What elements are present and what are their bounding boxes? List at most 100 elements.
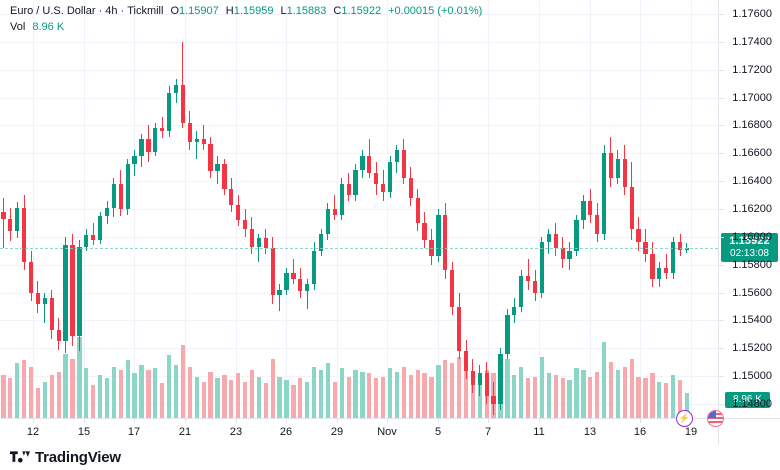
- time-axis-tickmark: [337, 419, 338, 423]
- volume-bar: [643, 378, 648, 418]
- time-axis-label: 13: [583, 426, 597, 438]
- flag-stripe: [708, 421, 723, 423]
- volume-bar: [263, 383, 268, 418]
- candle-body: [311, 250, 317, 285]
- candle-body: [173, 84, 179, 94]
- candle-body: [532, 281, 538, 293]
- candle-body: [581, 200, 586, 221]
- volume-bar: [470, 371, 476, 418]
- volume-bar: [270, 358, 275, 418]
- volume-bar: [581, 370, 586, 418]
- volume-bar: [677, 380, 683, 418]
- gridline-horizontal: [0, 404, 718, 406]
- time-axis-tickmark: [134, 419, 135, 423]
- candle-body: [512, 306, 517, 315]
- volume-bar: [546, 373, 551, 418]
- price-axis-tickmark: [719, 292, 724, 294]
- gridline-horizontal: [0, 320, 718, 322]
- bar-countdown: 02:13:08: [730, 247, 769, 259]
- time-axis-label: 23: [229, 426, 243, 438]
- volume-bar: [622, 366, 627, 418]
- price-axis-tick: 1.17600: [732, 7, 772, 20]
- volume-bar: [684, 393, 690, 418]
- candle-wick: [2, 197, 4, 248]
- volume-bar: [104, 378, 110, 418]
- candle-body: [194, 139, 199, 143]
- volume-bar: [394, 371, 400, 418]
- volume-bar: [180, 345, 186, 418]
- price-axis-tickmark: [719, 125, 724, 127]
- gridline-vertical: [84, 0, 85, 418]
- price-axis-tick: 1.16200: [732, 203, 772, 215]
- price-axis[interactable]: 1.15922 02:13:08 8.96 K 1.17600 1.17400 1.…: [718, 0, 780, 418]
- candle-body: [201, 139, 206, 144]
- volume-bar: [339, 368, 344, 418]
- volume-bar: [353, 370, 358, 418]
- volume-bar: [249, 370, 255, 418]
- volume-bar: [284, 380, 289, 418]
- us-flag-icon[interactable]: [707, 410, 724, 427]
- price-axis-tickmark: [719, 376, 724, 378]
- candle-body: [381, 183, 386, 193]
- gridline-vertical: [33, 0, 34, 418]
- candle-body: [595, 214, 600, 235]
- time-axis-label: 29: [330, 426, 344, 438]
- earnings-bolt-icon[interactable]: ⚡: [676, 410, 693, 427]
- candle-body: [77, 246, 82, 336]
- price-axis-tickmark: [719, 69, 724, 71]
- price-axis-tickmark: [719, 97, 724, 99]
- gridline-horizontal: [0, 153, 718, 155]
- candle-body: [222, 164, 227, 190]
- candle-body: [236, 204, 241, 221]
- tradingview-logo[interactable]: TradingView: [10, 449, 121, 466]
- candle-body: [463, 351, 469, 371]
- candle-body: [104, 207, 110, 216]
- gridline-horizontal: [0, 236, 718, 238]
- candle-body: [84, 235, 89, 247]
- time-axis-label: 16: [633, 426, 647, 438]
- candle-body: [15, 207, 20, 232]
- gridline-vertical: [640, 0, 641, 418]
- candle-body: [657, 267, 662, 279]
- volume-bar: [415, 370, 420, 418]
- gridline-vertical: [539, 0, 540, 418]
- price-axis-tick: 1.16600: [732, 147, 772, 160]
- chart-plot-area[interactable]: [0, 0, 718, 418]
- gridline-vertical: [691, 0, 692, 418]
- candle-wick: [279, 284, 281, 311]
- price-axis-tick: 1.17000: [732, 91, 772, 104]
- gridline-horizontal: [0, 41, 718, 43]
- flag-canton: [708, 411, 716, 418]
- candle-body: [539, 242, 545, 293]
- volume-bar: [588, 376, 593, 418]
- volume-bar: [519, 366, 524, 418]
- current-price-line: [0, 247, 718, 249]
- candle-body: [229, 189, 234, 205]
- time-axis-tickmark: [640, 419, 641, 423]
- volume-bar: [567, 380, 572, 418]
- volume-bar: [539, 356, 545, 418]
- candle-body: [484, 373, 489, 396]
- volume-bar: [532, 376, 538, 418]
- time-axis-tickmark: [33, 419, 34, 423]
- volume-bar: [325, 363, 331, 418]
- candle-body: [629, 186, 634, 229]
- candle-body: [49, 298, 54, 331]
- candle-wick: [665, 253, 667, 279]
- volume-bar: [291, 384, 296, 418]
- candle-wick: [292, 259, 294, 285]
- volume-bar: [657, 381, 662, 418]
- volume-bar: [28, 366, 34, 418]
- time-axis[interactable]: 12 15 17 21 23 26 29 Nov 5 7 11 13 16 19: [0, 418, 718, 444]
- price-axis-tick: 1.17200: [732, 63, 772, 76]
- time-axis-label: 19: [684, 426, 698, 438]
- volume-bar: [187, 366, 192, 418]
- candle-wick: [44, 292, 46, 324]
- volume-bar: [608, 361, 614, 418]
- candle-body: [677, 242, 683, 250]
- volume-bar: [15, 363, 20, 418]
- candle-body: [491, 395, 496, 405]
- volume-bar: [173, 365, 179, 418]
- axis-corner: [718, 418, 780, 444]
- volume-bar: [512, 375, 517, 418]
